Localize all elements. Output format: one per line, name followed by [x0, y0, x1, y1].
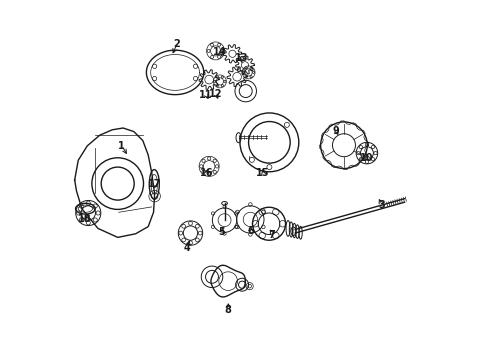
Text: 13: 13: [235, 53, 248, 63]
Text: 8: 8: [225, 305, 232, 315]
Text: 17: 17: [148, 179, 161, 189]
Text: 9: 9: [333, 126, 340, 135]
Text: 2: 2: [173, 39, 180, 49]
Text: 18: 18: [77, 215, 91, 224]
Text: 11: 11: [199, 90, 212, 100]
Text: 3: 3: [378, 200, 385, 210]
Text: 10: 10: [360, 153, 374, 163]
Text: 7: 7: [269, 230, 275, 239]
Text: 12: 12: [209, 89, 222, 99]
Text: 15: 15: [256, 168, 270, 178]
Text: 1: 1: [118, 141, 124, 151]
Text: 4: 4: [184, 243, 190, 253]
Text: 6: 6: [247, 226, 254, 236]
Text: 5: 5: [219, 227, 225, 237]
Text: 14: 14: [213, 47, 227, 57]
Text: 16: 16: [200, 168, 213, 178]
